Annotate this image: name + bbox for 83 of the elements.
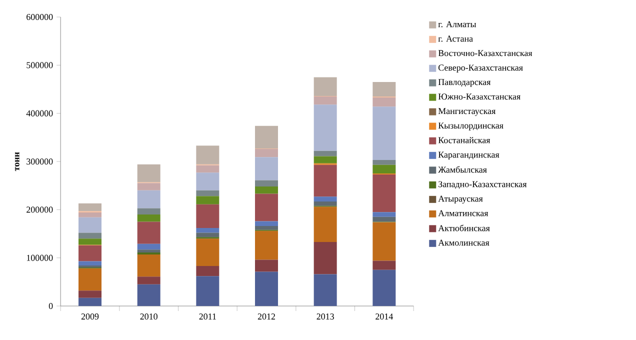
bar bbox=[255, 194, 278, 222]
y-tick-label: 500000 bbox=[26, 62, 53, 68]
bar bbox=[314, 201, 337, 206]
bar bbox=[78, 245, 102, 262]
bar bbox=[78, 232, 102, 239]
bar bbox=[137, 222, 160, 244]
bar bbox=[196, 232, 220, 238]
bar bbox=[137, 208, 160, 214]
bar bbox=[372, 212, 396, 217]
x-tick-label: 2011 bbox=[199, 314, 216, 320]
bar bbox=[372, 106, 396, 160]
y-axis-title: тонн bbox=[15, 152, 20, 171]
bar bbox=[255, 260, 278, 272]
bar bbox=[255, 272, 278, 306]
legend-label: Карагандинская bbox=[438, 152, 500, 160]
legend-label: Кызылординская bbox=[438, 122, 504, 130]
y-tick-label: 400000 bbox=[26, 110, 53, 116]
bar bbox=[137, 250, 160, 253]
legend-label: Атырауская bbox=[438, 196, 483, 204]
bar bbox=[314, 150, 337, 156]
x-tick-label: 2012 bbox=[258, 314, 275, 320]
bar bbox=[372, 160, 396, 165]
legend-label: Мангистауская bbox=[438, 108, 496, 116]
bar bbox=[137, 244, 160, 250]
bar bbox=[78, 268, 102, 291]
bar bbox=[196, 238, 220, 266]
bar bbox=[314, 196, 337, 202]
bar bbox=[372, 260, 396, 270]
bar bbox=[255, 157, 278, 180]
bar bbox=[137, 254, 160, 277]
bar bbox=[314, 206, 337, 242]
y-tick-label: 300000 bbox=[26, 158, 53, 165]
legend-label: Жамбылская bbox=[438, 166, 487, 173]
legend-label: Восточно-Казахстанская bbox=[438, 50, 532, 56]
bar bbox=[314, 274, 337, 306]
bar bbox=[372, 270, 396, 306]
bar bbox=[196, 266, 220, 276]
y-tick-label: 0 bbox=[48, 302, 53, 310]
bar bbox=[314, 156, 337, 164]
bar bbox=[78, 238, 102, 245]
bar bbox=[255, 230, 278, 260]
bar bbox=[372, 216, 396, 222]
legend-label: Алматинская bbox=[438, 210, 488, 216]
y-tick-label: 200000 bbox=[26, 206, 53, 213]
bar bbox=[137, 214, 160, 222]
bar bbox=[314, 104, 337, 151]
bar bbox=[78, 217, 102, 233]
x-tick-label: 2013 bbox=[316, 314, 334, 320]
y-tick-label: 100000 bbox=[26, 254, 53, 261]
bar bbox=[372, 164, 396, 174]
bar bbox=[137, 190, 160, 208]
bar bbox=[78, 261, 102, 266]
bar bbox=[78, 298, 102, 306]
bar bbox=[196, 172, 220, 190]
bar bbox=[255, 221, 278, 226]
bar bbox=[196, 228, 220, 233]
legend-label: Костанайская bbox=[438, 137, 490, 144]
bar bbox=[372, 222, 396, 261]
x-tick-label: 2009 bbox=[81, 314, 99, 320]
legend-label: Северо-Казахстанская bbox=[438, 64, 523, 72]
legend-label: Акмолинская bbox=[438, 240, 490, 246]
legend-label: Актюбинская bbox=[438, 224, 490, 232]
bar bbox=[314, 164, 337, 197]
y-tick-label: 600000 bbox=[26, 14, 53, 20]
legend-label: г. Астана bbox=[438, 36, 473, 42]
x-tick-label: 2014 bbox=[376, 314, 393, 320]
bar bbox=[255, 180, 278, 187]
bar bbox=[137, 276, 160, 284]
legend-label: Южно-Казахстанская bbox=[438, 94, 520, 100]
legend-label: Западно-Казахстанская bbox=[438, 181, 527, 189]
bar bbox=[255, 226, 278, 230]
bar bbox=[196, 204, 220, 228]
legend-label: Павлодарская bbox=[438, 79, 491, 87]
bar bbox=[196, 276, 220, 306]
bar bbox=[78, 290, 102, 298]
bar bbox=[314, 242, 337, 274]
bar bbox=[196, 196, 220, 204]
bar bbox=[196, 190, 220, 196]
bar bbox=[255, 186, 278, 194]
bar bbox=[372, 174, 396, 212]
legend-label: г. Алматы bbox=[438, 21, 476, 28]
bar bbox=[137, 284, 160, 306]
x-tick-label: 2010 bbox=[140, 314, 158, 320]
